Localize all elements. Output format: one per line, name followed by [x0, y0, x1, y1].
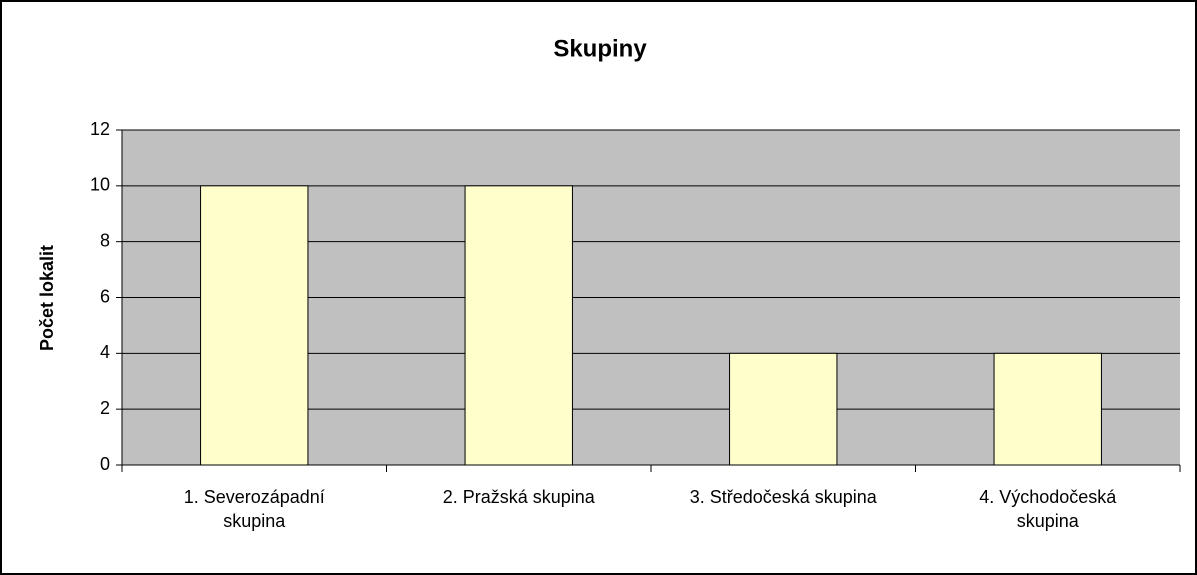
- x-tick-label: 4. Východočeská skupina: [979, 487, 1117, 531]
- y-tick-label: 2: [100, 398, 110, 418]
- bar: [200, 185, 309, 466]
- bar: [729, 352, 838, 466]
- bar: [993, 352, 1102, 466]
- y-tick-label: 6: [100, 286, 110, 306]
- y-axis-title: Počet lokalit: [37, 245, 57, 351]
- y-tick-label: 8: [100, 230, 110, 250]
- x-tick-label: 1. Severozápadní skupina: [183, 487, 325, 531]
- chart-title: Skupiny: [553, 35, 647, 62]
- y-tick-label: 10: [90, 175, 110, 195]
- bar: [464, 185, 573, 466]
- x-tick-label: 2. Pražská skupina: [442, 487, 595, 507]
- y-tick-label: 4: [100, 342, 110, 362]
- y-tick-label: 12: [90, 119, 110, 139]
- y-tick-label: 0: [100, 454, 110, 474]
- x-tick-label: 3. Středočeská skupina: [689, 487, 877, 507]
